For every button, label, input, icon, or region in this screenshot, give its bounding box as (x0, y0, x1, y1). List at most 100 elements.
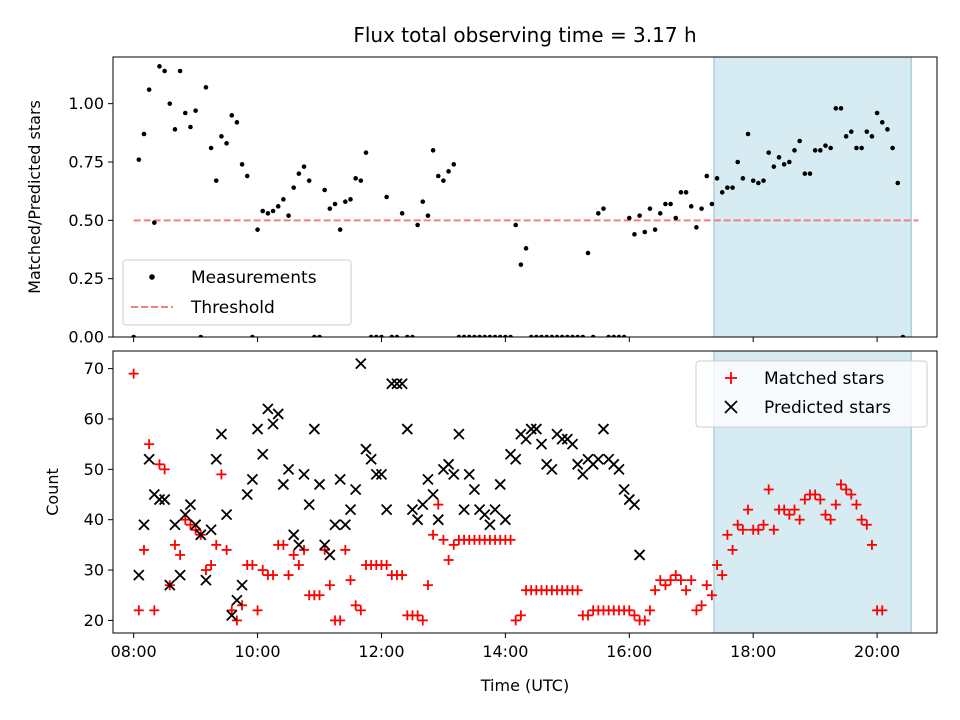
predicted-star-point (241, 488, 253, 501)
measurement-point (730, 185, 735, 190)
measurement-point (188, 124, 193, 130)
measurement-point (508, 334, 513, 337)
predicted-star-point (613, 463, 625, 475)
measurement-point (885, 127, 890, 132)
matched-star-point (443, 554, 454, 565)
measurement-point (596, 211, 601, 216)
measurement-point (265, 211, 271, 216)
predicted-star-point (556, 433, 568, 445)
matched-star-point (820, 509, 831, 520)
measurement-point (781, 162, 787, 167)
predicted-star-point (226, 609, 238, 622)
predicted-star-point (195, 529, 207, 541)
measurement-point (606, 334, 611, 337)
matched-star-point (810, 489, 821, 500)
predicted-star-point (422, 473, 434, 486)
measurement-point (327, 206, 333, 211)
legend-cross-icon (724, 400, 738, 414)
matched-star-point (355, 605, 366, 616)
y-tick-label: 40 (84, 510, 104, 529)
matched-star-point (283, 570, 294, 581)
predicted-star-point (546, 463, 558, 475)
matched-star-point (582, 610, 593, 621)
measurement-point (807, 171, 813, 176)
predicted-star-point (633, 549, 646, 561)
predicted-star-point (375, 468, 388, 481)
measurement-point (162, 68, 167, 74)
matched-star-point (768, 524, 779, 535)
measurement-point (477, 334, 482, 337)
measurement-point (771, 164, 777, 169)
bottom-legend: Matched stars Predicted stars (695, 360, 928, 428)
predicted-star-point (231, 594, 243, 606)
predicted-star-point (350, 483, 362, 496)
measurement-point (425, 213, 431, 218)
matched-star-point (866, 539, 877, 550)
matched-star-point (505, 534, 516, 545)
measurement-point (492, 334, 498, 337)
matched-star-point (350, 600, 361, 611)
x-axis-label: Time (UTC) (480, 676, 569, 695)
measurement-point (900, 334, 906, 337)
matched-star-point (417, 615, 428, 626)
matched-star-point (433, 499, 444, 510)
predicted-star-point (494, 478, 506, 491)
predicted-star-point (215, 428, 228, 440)
y-tick-label: 0.25 (68, 269, 104, 288)
measurement-point (306, 178, 312, 183)
measurement-point (301, 164, 307, 169)
predicted-star-point (360, 443, 372, 455)
measurement-point (337, 227, 343, 232)
measurement-point (317, 334, 322, 337)
measurement-point (575, 334, 580, 337)
matched-star-point (381, 560, 392, 571)
matched-star-point (706, 590, 717, 601)
matched-star-point (717, 570, 728, 581)
predicted-star-point (510, 453, 522, 465)
predicted-star-point (298, 468, 310, 481)
bottom-y-axis-label: Count (43, 468, 62, 516)
predicted-star-point (153, 493, 166, 506)
x-tick-label: 20:00 (854, 642, 900, 661)
predicted-star-point (530, 423, 542, 435)
top-legend: Measurements Threshold (122, 259, 352, 326)
measurement-point (260, 208, 266, 214)
legend-plus-icon (725, 372, 737, 384)
predicted-star-point (458, 503, 470, 516)
matched-star-point (712, 560, 723, 571)
predicted-star-point (577, 468, 589, 481)
measurement-point (219, 134, 224, 139)
y-tick-label: 1.00 (68, 94, 104, 113)
predicted-star-point (489, 503, 501, 516)
matched-star-point (737, 524, 748, 535)
measurement-point (833, 106, 839, 111)
measurement-point (750, 178, 756, 183)
matched-star-point (144, 439, 155, 450)
top-axes: 0.00 0.25 0.50 0.75 1.00 Flux total observin… (25, 23, 938, 347)
predicted-star-point (628, 498, 641, 511)
measurement-point (539, 334, 544, 337)
measurement-point (399, 211, 405, 216)
measurement-point (239, 162, 245, 167)
predicted-star-point (143, 453, 155, 465)
bottom-ticks: 20 30 40 50 60 70 08:00 10:00 12:00 14:00 16:00 18:… (84, 359, 901, 661)
matched-star-point (835, 479, 846, 490)
measurement-point (797, 138, 802, 144)
y-tick-label: 60 (84, 409, 104, 428)
predicted-star-point (453, 428, 465, 440)
matched-star-point (397, 570, 408, 581)
predicted-star-point (138, 519, 150, 531)
predicted-star-point (303, 498, 315, 511)
x-tick-label: 12:00 (358, 642, 404, 661)
matched-star-point (665, 575, 676, 586)
legend-marker-matched-stars (725, 372, 737, 384)
y-tick-label: 50 (84, 460, 104, 479)
measurement-point (451, 162, 457, 167)
measurement-point (152, 220, 157, 225)
measurement-point (513, 222, 519, 228)
measurement-point (740, 176, 746, 181)
measurement-point (177, 68, 183, 74)
legend-label-measurements: Measurements (191, 268, 317, 288)
matched-star-point (149, 605, 160, 616)
matched-star-point (784, 509, 795, 520)
